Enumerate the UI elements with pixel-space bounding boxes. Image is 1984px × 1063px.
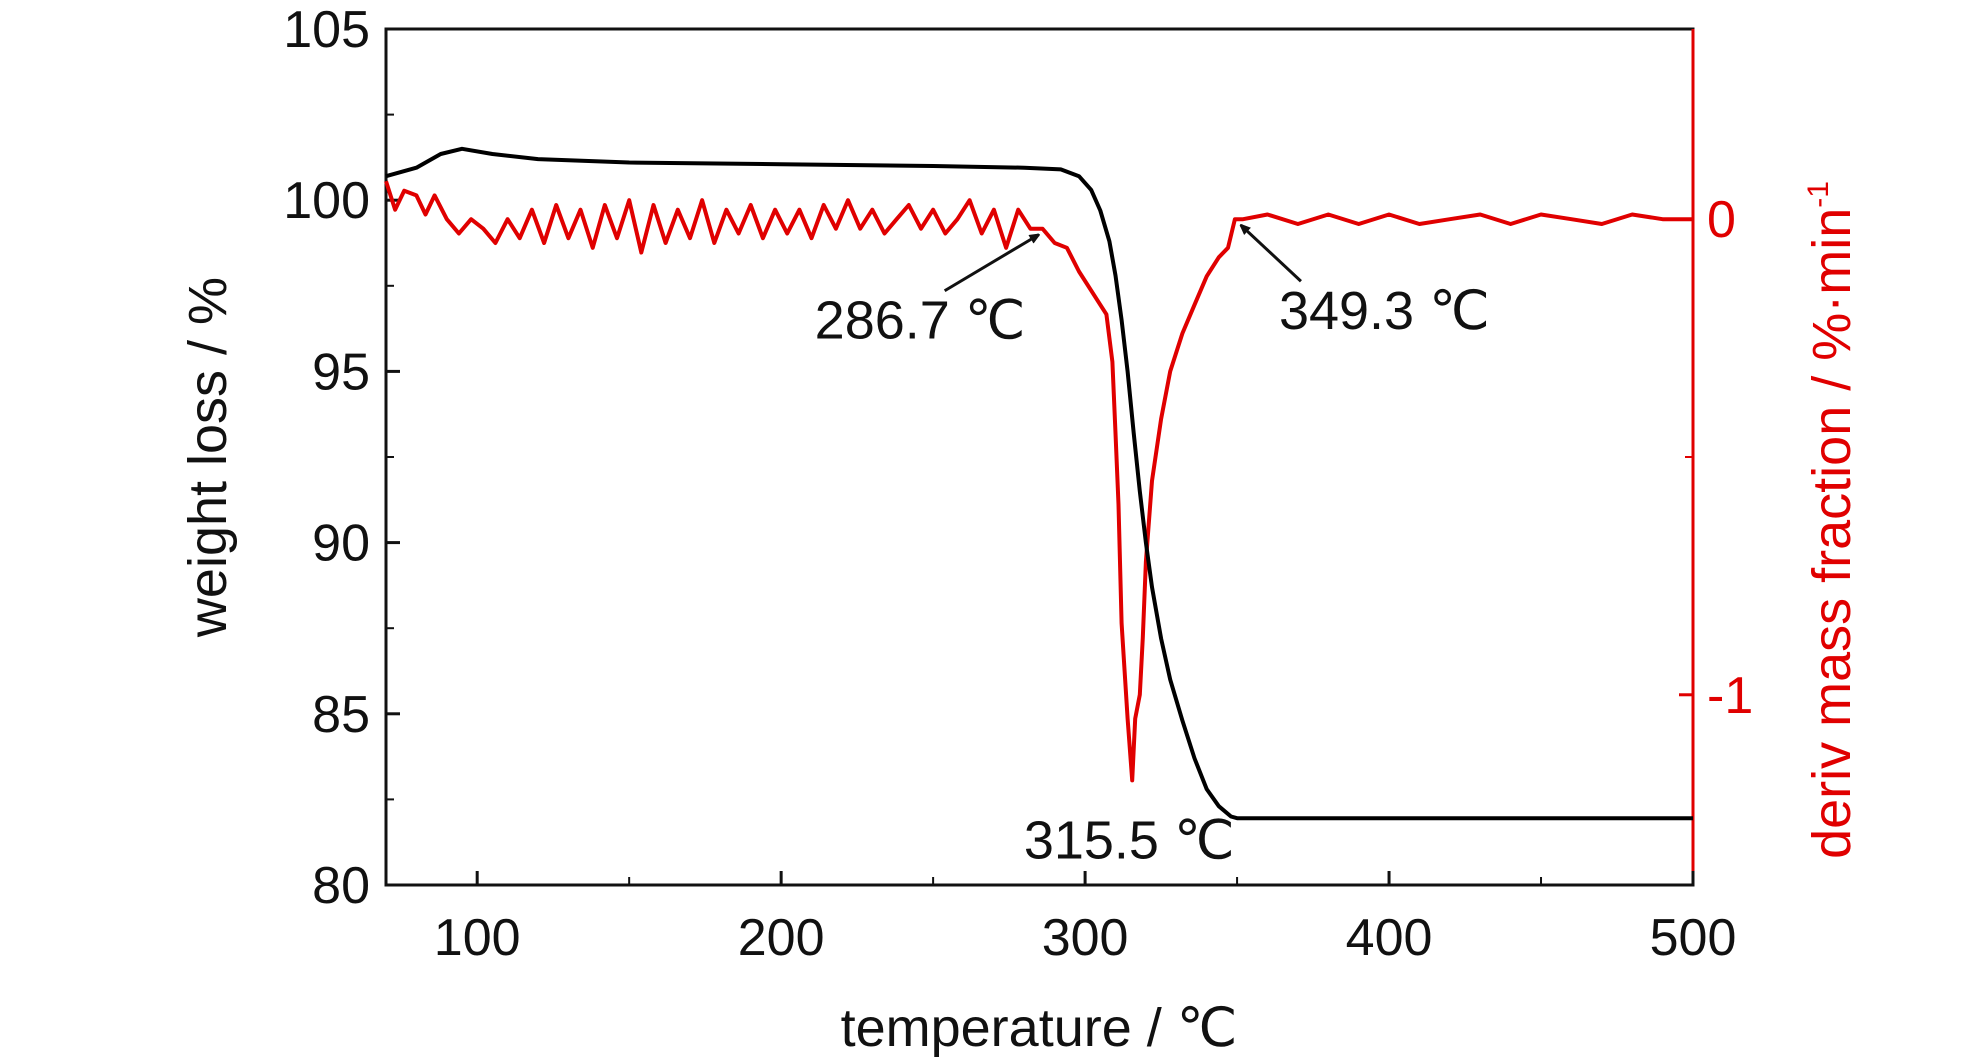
x-axis-title: temperature / ℃ bbox=[841, 998, 1238, 1058]
deriv-mass-line bbox=[384, 180, 1693, 783]
right-axis-title-superscript: -1 bbox=[1802, 181, 1835, 208]
x-tick-label: 500 bbox=[1650, 909, 1737, 967]
right-axis-ticks: -1 0 bbox=[1679, 191, 1753, 725]
left-axis-ticks: 80 85 90 95 100 105 bbox=[283, 1, 400, 915]
right-tick-label: -1 bbox=[1707, 667, 1753, 725]
left-tick-label: 95 bbox=[312, 343, 370, 401]
right-tick-label: 0 bbox=[1707, 191, 1736, 249]
left-tick-label: 100 bbox=[283, 172, 370, 230]
left-tick-label: 85 bbox=[312, 686, 370, 744]
right-axis-title-main: deriv mass fraction / %·min bbox=[1802, 208, 1862, 859]
weight-loss-line bbox=[385, 146, 1693, 821]
annotation-arrow bbox=[1241, 225, 1302, 283]
annotations-layer: 286.7 ℃ 315.5 ℃ 349.3 ℃ bbox=[815, 225, 1490, 870]
annotation-arrow bbox=[943, 235, 1039, 293]
x-tick-label: 300 bbox=[1042, 909, 1129, 967]
annotation-label: 286.7 ℃ bbox=[815, 291, 1026, 351]
x-axis-ticks: 100 200 300 400 500 bbox=[434, 871, 1737, 967]
annotation-label: 349.3 ℃ bbox=[1279, 281, 1490, 341]
series-layer bbox=[384, 146, 1693, 821]
plot-frame bbox=[384, 27, 1695, 887]
left-axis-title: weight loss / % bbox=[178, 277, 238, 638]
x-tick-label: 200 bbox=[738, 909, 825, 967]
left-tick-label: 90 bbox=[312, 515, 370, 573]
x-tick-label: 400 bbox=[1346, 909, 1433, 967]
right-axis-title: deriv mass fraction / %·min-1 bbox=[1802, 181, 1862, 859]
left-tick-label: 105 bbox=[283, 1, 370, 59]
left-tick-label: 80 bbox=[312, 857, 370, 915]
annotation-label: 315.5 ℃ bbox=[1024, 810, 1235, 870]
x-tick-label: 100 bbox=[434, 909, 521, 967]
